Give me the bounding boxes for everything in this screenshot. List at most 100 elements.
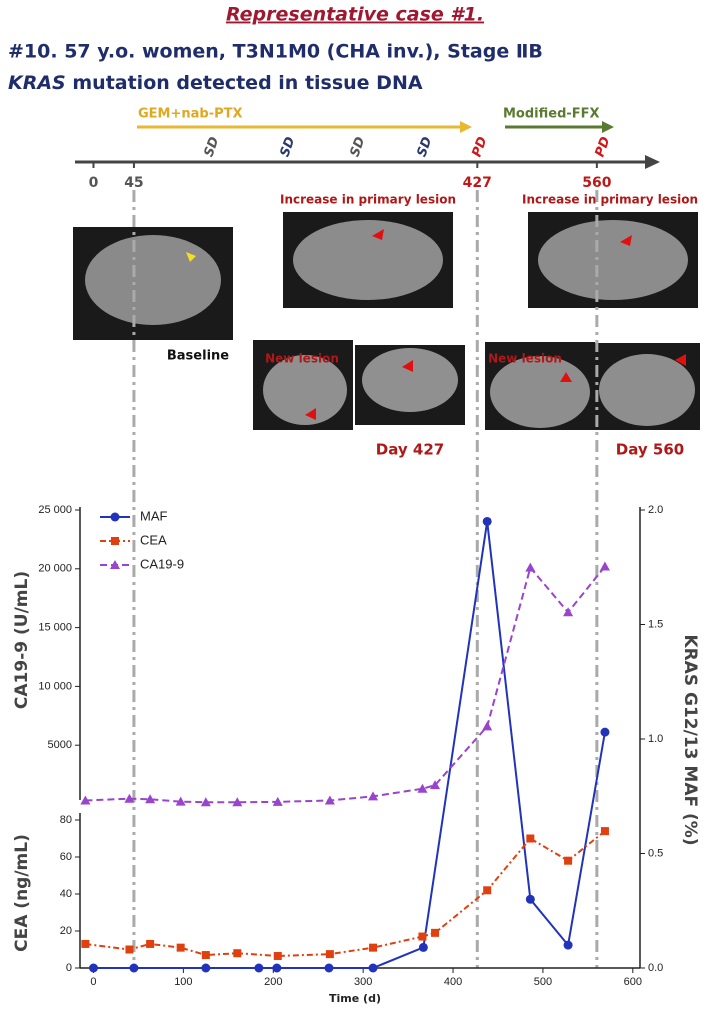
therapy-label: Modified-FFX (503, 107, 600, 122)
y2-axis-title: KRAS G12/13 MAF (%) (680, 634, 700, 845)
point (201, 951, 210, 960)
ct-body (85, 235, 221, 325)
x-tick-label: 400 (444, 976, 462, 988)
y-axis-title: CEA (ng/mL) (12, 834, 32, 952)
point (233, 949, 242, 958)
x-tick-label: 200 (264, 976, 282, 988)
point (600, 827, 609, 836)
point (175, 796, 186, 806)
point (525, 562, 536, 572)
y-tick-label: 25 000 (38, 504, 72, 516)
point (201, 963, 211, 973)
y-tick-label: 80 (60, 814, 72, 826)
lesion-arrow (560, 372, 572, 382)
y-tick-label: 20 000 (38, 563, 72, 575)
point (600, 727, 610, 737)
point (325, 950, 334, 959)
legend-label: MAF (140, 508, 168, 523)
y-tick-label: 20 (60, 925, 72, 937)
point (80, 795, 91, 805)
image-caption: New lesion (265, 352, 339, 366)
lesion-arrow (372, 229, 384, 240)
ct-images (73, 212, 700, 430)
point (482, 721, 493, 731)
gene-text: mutation detected in tissue DNA (66, 72, 423, 94)
timeline-tick-label: 45 (124, 175, 143, 191)
point (563, 940, 573, 950)
ct-body (263, 355, 347, 425)
image-caption: Increase in primary lesion (280, 193, 456, 207)
point (272, 796, 283, 806)
point (483, 886, 492, 895)
point (146, 939, 155, 948)
point (418, 932, 427, 941)
page-title: Representative case #1. (226, 4, 484, 26)
point (563, 607, 574, 617)
y2-tick-label: 2.0 (648, 504, 663, 516)
y-tick-label: 15 000 (38, 622, 72, 634)
series-line (85, 830, 606, 957)
y2-tick-label: 1.5 (648, 618, 663, 630)
point (324, 963, 334, 973)
point (232, 797, 243, 807)
y2-tick-label: 1.0 (648, 733, 663, 745)
point (368, 963, 378, 973)
y-tick-label: 60 (60, 851, 72, 863)
timeline-arrowhead (645, 155, 660, 169)
response-label: SD (278, 135, 299, 159)
timeline-tick-label: 560 (582, 175, 611, 191)
response-label: PD (592, 135, 613, 159)
y-tick-label: 5000 (48, 739, 72, 751)
y2-tick-label: 0.5 (648, 847, 663, 859)
therapy-label: GEM+nab-PTX (138, 107, 243, 122)
lesion-arrow (620, 235, 632, 246)
point (525, 894, 535, 904)
point (599, 561, 610, 571)
ct-body (490, 356, 590, 428)
x-tick-label: 500 (534, 976, 552, 988)
point (430, 780, 441, 790)
y-axis-title: CA19-9 (U/mL) (12, 571, 32, 709)
x-tick-label: 100 (174, 976, 192, 988)
point (369, 943, 378, 952)
legend-label: CEA (140, 532, 167, 547)
point (125, 945, 134, 954)
timeline-tick-label: 427 (463, 175, 492, 191)
point (129, 963, 139, 973)
therapy-arrowhead (602, 121, 614, 133)
x-tick-label: 600 (624, 976, 642, 988)
lesion-arrow (305, 408, 316, 420)
legend-marker (111, 537, 119, 545)
point (200, 797, 211, 807)
ct-body (293, 220, 443, 300)
therapy-arrowhead (460, 121, 472, 133)
series-line (93, 521, 606, 969)
series-line (85, 565, 606, 804)
point (176, 943, 185, 952)
lesion-arrow (675, 354, 686, 366)
x-axis-title: Time (d) (329, 992, 381, 1005)
image-caption: New lesion (488, 352, 562, 366)
gene: KRAS (8, 72, 66, 94)
y2-tick-label: 0.0 (648, 962, 663, 974)
response-label: PD (469, 135, 490, 159)
point (273, 951, 282, 960)
y-tick-label: 40 (60, 888, 72, 900)
point (324, 795, 335, 805)
point (145, 794, 156, 804)
response-label: SD (348, 135, 369, 159)
point (417, 783, 428, 793)
image-caption: Baseline (167, 349, 229, 364)
y-tick-label: 10 000 (38, 680, 72, 692)
case-line: #10. 57 y.o. women, T3N1M0 (CHA inv.), S… (8, 41, 543, 63)
point (482, 516, 492, 526)
gene-line: KRAS mutation detected in tissue DNA (8, 72, 423, 94)
timeline-tick-label: 0 (89, 175, 99, 191)
point (81, 939, 90, 948)
point (124, 793, 135, 803)
lesion-arrow (402, 360, 413, 372)
ct-body (599, 354, 695, 426)
image-caption: Increase in primary lesion (522, 193, 698, 207)
response-label: SD (202, 135, 223, 159)
